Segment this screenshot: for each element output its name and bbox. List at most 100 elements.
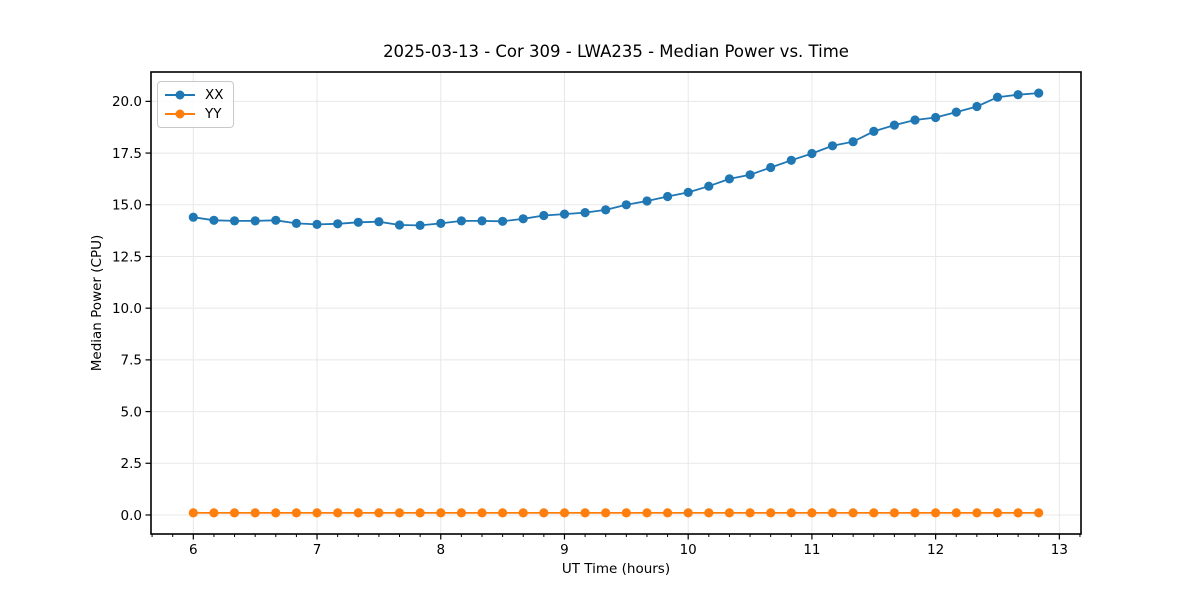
- series-XX-point: [333, 219, 343, 229]
- series-YY-point: [766, 508, 776, 518]
- series-XX-point: [992, 92, 1003, 102]
- series-YY-point: [786, 508, 796, 518]
- series-XX-point: [518, 214, 528, 224]
- series-XX-point: [621, 200, 631, 210]
- series-XX-point: [827, 141, 838, 151]
- series-YY-point: [539, 508, 549, 518]
- series-YY-point: [456, 508, 466, 518]
- series-XX-point: [394, 220, 405, 230]
- series-YY-point: [312, 508, 322, 518]
- series-XX-point: [745, 170, 755, 180]
- x-tick-label: 12: [927, 542, 944, 558]
- x-tick-label: 9: [560, 542, 569, 558]
- legend-line-marker-icon: [165, 109, 195, 119]
- series-YY-point: [601, 508, 611, 518]
- series-YY-point: [250, 508, 260, 518]
- series-XX-point: [312, 219, 322, 229]
- chart-title: 2025-03-13 - Cor 309 - LWA235 - Median P…: [383, 42, 849, 61]
- series-XX-point: [559, 209, 570, 219]
- series-YY-point: [951, 508, 961, 518]
- y-tick-label: 7.5: [121, 353, 142, 369]
- series-XX-point: [1034, 88, 1044, 98]
- legend: XX YY: [157, 81, 234, 128]
- series-XX-point: [1013, 90, 1023, 100]
- y-tick-label: 2.5: [121, 456, 142, 472]
- x-tick-label: 13: [1051, 542, 1068, 558]
- series-XX-point: [477, 216, 487, 226]
- series-YY-point: [477, 508, 487, 518]
- series-YY-point: [415, 508, 425, 518]
- series-YY-point: [807, 508, 817, 518]
- series-XX-point: [807, 148, 817, 159]
- legend-item-xx: XX: [164, 87, 224, 103]
- legend-item-yy: YY: [164, 106, 224, 122]
- series-XX-point: [724, 174, 735, 184]
- series-XX-point: [580, 208, 590, 218]
- y-tick-label: 12.5: [112, 249, 142, 265]
- series-XX-point: [869, 126, 879, 136]
- series-XX-point: [704, 181, 714, 191]
- series-XX-point: [601, 205, 611, 215]
- series-XX-point: [436, 218, 446, 228]
- series-XX-point: [271, 215, 281, 225]
- y-tick-label: 20.0: [112, 94, 142, 110]
- series-XX-point: [229, 216, 240, 226]
- series-XX-point: [766, 162, 776, 173]
- series-YY-point: [353, 508, 363, 518]
- series-YY-point: [621, 508, 631, 518]
- series-XX-point: [663, 191, 673, 202]
- series-XX-point: [931, 112, 941, 123]
- x-tick-label: 7: [313, 542, 322, 558]
- series-YY-point: [498, 508, 508, 518]
- series-YY-point: [642, 508, 652, 518]
- legend-line-marker-icon: [165, 90, 195, 100]
- x-tick-label: 10: [680, 542, 697, 558]
- series-YY-point: [1034, 508, 1044, 518]
- series-XX-point: [642, 196, 652, 206]
- series-YY-point: [745, 508, 755, 518]
- series-XX-point: [786, 155, 796, 165]
- series-XX-point: [209, 215, 219, 225]
- series-XX-point: [353, 217, 363, 227]
- series-XX-point: [415, 220, 425, 230]
- plot-border: [150, 71, 1082, 535]
- y-tick-label: 17.5: [112, 146, 142, 162]
- series-YY-point: [827, 508, 838, 518]
- series-YY-point: [931, 508, 941, 518]
- series-XX-point: [951, 107, 961, 117]
- series-YY-point: [291, 508, 301, 518]
- y-tick-label: 0.0: [121, 508, 142, 524]
- series-XX-point: [539, 210, 549, 221]
- series-YY-point: [1013, 508, 1023, 518]
- series-YY-point: [869, 508, 879, 518]
- series-YY-point: [663, 508, 673, 518]
- series-YY-point: [889, 508, 900, 518]
- series-YY-point: [972, 508, 982, 518]
- series-YY-point: [910, 508, 920, 518]
- series-XX-point: [910, 115, 920, 125]
- x-tick-label: 8: [436, 542, 445, 558]
- series-YY-point: [704, 508, 714, 518]
- y-tick-label: 10.0: [112, 301, 142, 317]
- series-YY-point: [518, 508, 528, 518]
- series-XX-point: [683, 187, 693, 197]
- series-XX-point: [972, 101, 982, 112]
- series-XX-point: [374, 217, 384, 227]
- y-tick-label: 5.0: [121, 404, 142, 420]
- series-XX-point: [188, 212, 198, 222]
- series-XX-line: [193, 92, 1039, 227]
- series-YY-point: [559, 508, 570, 518]
- y-tick-label: 15.0: [112, 198, 142, 214]
- y-axis-label: Median Power (CPU): [89, 234, 105, 372]
- series-YY-point: [333, 508, 343, 518]
- legend-label: XX: [205, 87, 224, 103]
- series-YY-point: [394, 508, 405, 518]
- series-YY-point: [580, 508, 590, 518]
- series-XX-point: [456, 216, 466, 226]
- series-YY-point: [271, 508, 281, 518]
- x-tick-label: 11: [803, 542, 820, 558]
- series-YY-point: [683, 508, 693, 518]
- series-YY-point: [992, 508, 1003, 518]
